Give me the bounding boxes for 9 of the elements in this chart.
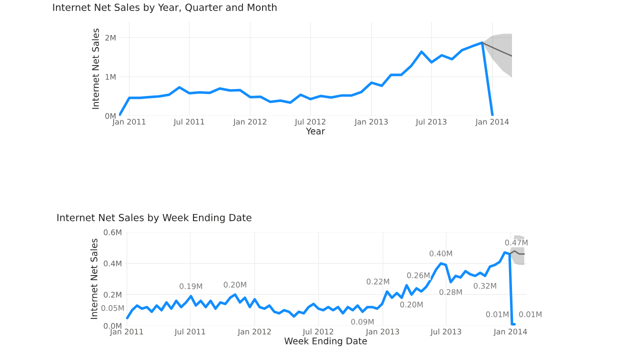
- chart-title: Internet Net Sales by Week Ending Date: [57, 214, 252, 224]
- y-axis-title: Internet Net Sales: [90, 238, 98, 319]
- y-axis-title: Internet Net Sales: [92, 28, 99, 109]
- x-axis-title: Year: [306, 128, 326, 134]
- line-series: [126, 251, 516, 326]
- line-series: [119, 41, 494, 116]
- chart-title: Internet Net Sales by Year, Quarter and Month: [53, 3, 277, 13]
- x-axis-title: Week Ending Date: [284, 337, 367, 346]
- line-series: [482, 42, 512, 57]
